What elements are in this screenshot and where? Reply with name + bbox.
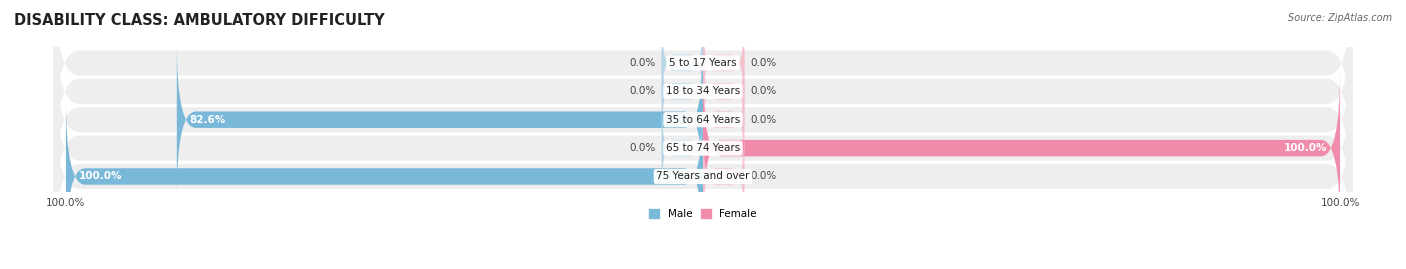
Text: Source: ZipAtlas.com: Source: ZipAtlas.com [1288, 13, 1392, 23]
FancyBboxPatch shape [53, 0, 1353, 164]
FancyBboxPatch shape [662, 14, 703, 111]
Text: 75 Years and over: 75 Years and over [657, 172, 749, 182]
Text: 35 to 64 Years: 35 to 64 Years [666, 115, 740, 125]
Text: 18 to 34 Years: 18 to 34 Years [666, 86, 740, 96]
FancyBboxPatch shape [703, 14, 744, 111]
FancyBboxPatch shape [703, 128, 744, 225]
Text: 0.0%: 0.0% [751, 115, 778, 125]
Text: 0.0%: 0.0% [628, 143, 655, 153]
FancyBboxPatch shape [662, 100, 703, 197]
Text: 0.0%: 0.0% [751, 58, 778, 68]
FancyBboxPatch shape [53, 75, 1353, 269]
Legend: Male, Female: Male, Female [650, 209, 756, 219]
FancyBboxPatch shape [177, 43, 703, 197]
Text: DISABILITY CLASS: AMBULATORY DIFFICULTY: DISABILITY CLASS: AMBULATORY DIFFICULTY [14, 13, 385, 29]
FancyBboxPatch shape [66, 100, 703, 253]
Text: 0.0%: 0.0% [751, 86, 778, 96]
FancyBboxPatch shape [662, 43, 703, 140]
Text: 100.0%: 100.0% [1284, 143, 1327, 153]
Text: 100.0%: 100.0% [79, 172, 122, 182]
FancyBboxPatch shape [53, 47, 1353, 249]
Text: 5 to 17 Years: 5 to 17 Years [669, 58, 737, 68]
Text: 0.0%: 0.0% [751, 172, 778, 182]
Text: 0.0%: 0.0% [628, 86, 655, 96]
FancyBboxPatch shape [703, 71, 744, 168]
Text: 82.6%: 82.6% [190, 115, 226, 125]
FancyBboxPatch shape [703, 43, 744, 140]
Text: 65 to 74 Years: 65 to 74 Years [666, 143, 740, 153]
FancyBboxPatch shape [53, 0, 1353, 192]
FancyBboxPatch shape [703, 71, 1340, 225]
Text: 0.0%: 0.0% [628, 58, 655, 68]
FancyBboxPatch shape [53, 19, 1353, 221]
